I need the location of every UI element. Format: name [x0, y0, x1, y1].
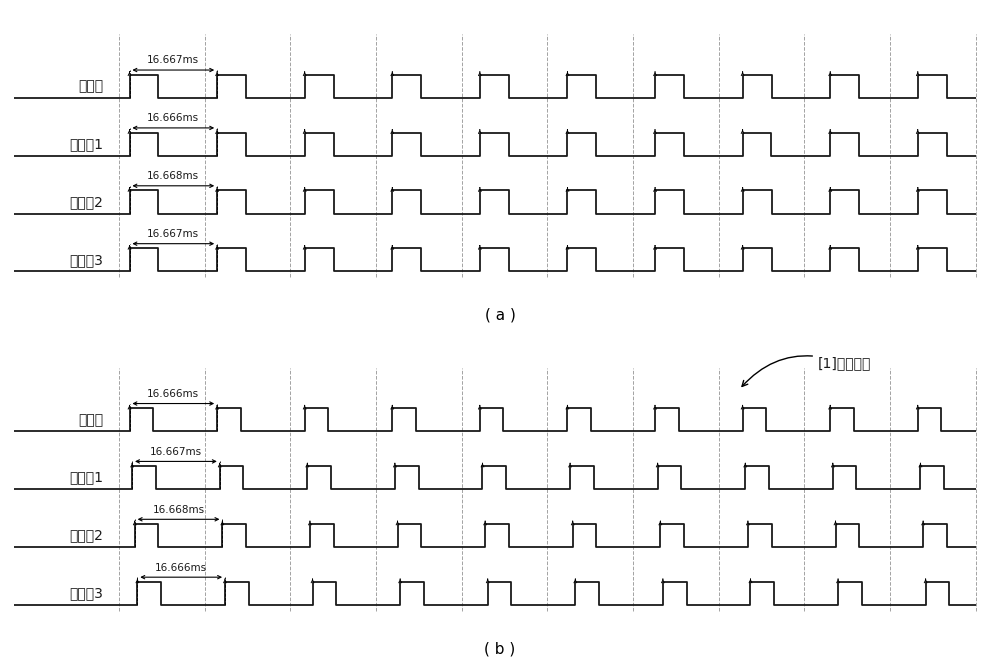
Text: 16.666ms: 16.666ms: [147, 389, 199, 399]
Text: [1]硬件调节: [1]硬件调节: [742, 356, 871, 386]
Text: 从设备1: 从设备1: [69, 471, 103, 485]
Text: 从设备3: 从设备3: [69, 253, 103, 267]
Text: 16.667ms: 16.667ms: [147, 55, 199, 65]
Text: 从设备3: 从设备3: [69, 586, 103, 600]
Text: ( a ): ( a ): [485, 307, 515, 323]
Text: 16.668ms: 16.668ms: [147, 171, 199, 181]
Text: 主设备: 主设备: [78, 79, 103, 93]
Text: 主设备: 主设备: [78, 413, 103, 427]
Text: 从设备2: 从设备2: [69, 195, 103, 209]
Text: 从设备2: 从设备2: [69, 528, 103, 542]
Text: 16.666ms: 16.666ms: [155, 562, 207, 572]
Text: 16.667ms: 16.667ms: [150, 447, 202, 457]
Text: 16.667ms: 16.667ms: [147, 229, 199, 239]
Text: 16.666ms: 16.666ms: [147, 113, 199, 123]
Text: ( b ): ( b ): [484, 641, 516, 656]
Text: 16.668ms: 16.668ms: [152, 505, 205, 515]
Text: 从设备1: 从设备1: [69, 137, 103, 151]
